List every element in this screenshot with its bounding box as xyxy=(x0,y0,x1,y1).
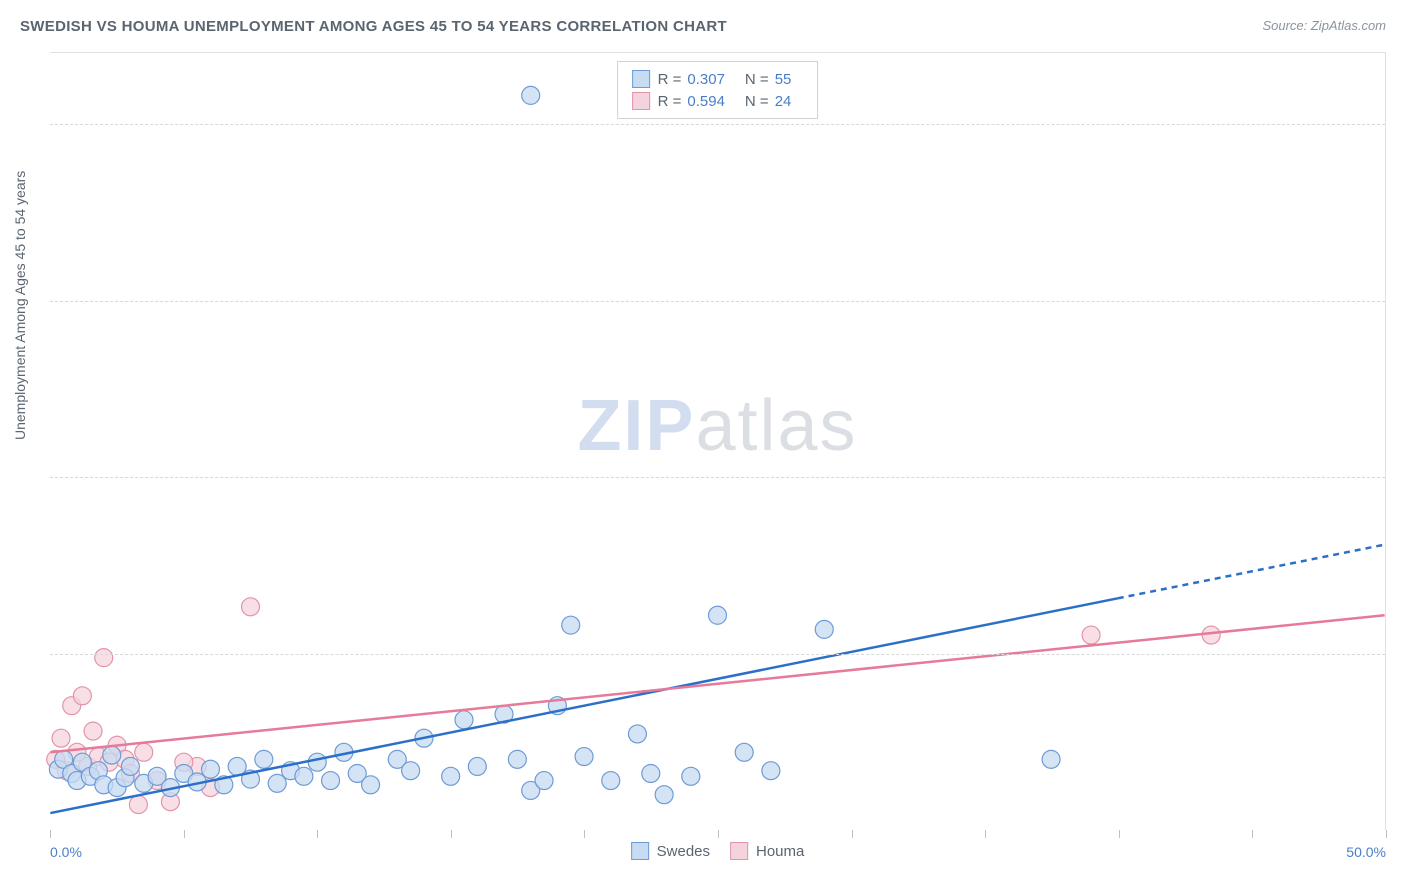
data-point xyxy=(201,760,219,778)
trend-line xyxy=(50,615,1384,752)
y-tick-label: 25.0% xyxy=(1390,469,1406,485)
correlation-legend: R = 0.307 N = 55 R = 0.594 N = 24 xyxy=(617,61,819,119)
data-point xyxy=(508,750,526,768)
data-point xyxy=(709,606,727,624)
data-point xyxy=(442,767,460,785)
gridline xyxy=(50,124,1385,125)
x-tick xyxy=(451,830,452,838)
swedes-n-value: 55 xyxy=(775,71,792,88)
data-point xyxy=(103,746,121,764)
data-point xyxy=(95,649,113,667)
chart-svg xyxy=(50,53,1385,830)
swedes-swatch-icon xyxy=(631,842,649,860)
data-point xyxy=(682,767,700,785)
data-point xyxy=(735,743,753,761)
data-point xyxy=(73,687,91,705)
data-point xyxy=(1082,626,1100,644)
data-point xyxy=(129,796,147,814)
y-tick-label: 37.5% xyxy=(1390,293,1406,309)
data-point xyxy=(655,786,673,804)
data-point xyxy=(762,762,780,780)
n-label: N = xyxy=(745,93,769,110)
swedes-r-value: 0.307 xyxy=(687,71,725,88)
x-tick xyxy=(1119,830,1120,838)
data-point xyxy=(295,767,313,785)
chart-title: SWEDISH VS HOUMA UNEMPLOYMENT AMONG AGES… xyxy=(20,18,727,35)
y-tick-label: 12.5% xyxy=(1390,646,1406,662)
data-point xyxy=(52,729,70,747)
data-point xyxy=(242,598,260,616)
source-attribution: Source: ZipAtlas.com xyxy=(1262,18,1386,33)
legend-item-swedes: Swedes xyxy=(631,842,710,860)
data-point xyxy=(628,725,646,743)
r-label: R = xyxy=(658,93,682,110)
data-point xyxy=(362,776,380,794)
data-point xyxy=(602,772,620,790)
trend-line-extrapolated xyxy=(1118,545,1385,599)
data-point xyxy=(468,757,486,775)
r-label: R = xyxy=(658,71,682,88)
n-label: N = xyxy=(745,71,769,88)
data-point xyxy=(1202,626,1220,644)
data-point xyxy=(642,765,660,783)
data-point xyxy=(322,772,340,790)
data-point xyxy=(522,86,540,104)
data-point xyxy=(535,772,553,790)
x-tick xyxy=(718,830,719,838)
x-tick xyxy=(584,830,585,838)
legend-label: Swedes xyxy=(657,843,710,860)
x-tick xyxy=(184,830,185,838)
x-tick xyxy=(852,830,853,838)
swedes-swatch-icon xyxy=(632,70,650,88)
data-point xyxy=(455,711,473,729)
x-tick xyxy=(985,830,986,838)
x-tick xyxy=(50,830,51,838)
legend-row-swedes: R = 0.307 N = 55 xyxy=(632,68,804,90)
x-tick xyxy=(1386,830,1387,838)
houma-swatch-icon xyxy=(730,842,748,860)
data-point xyxy=(308,753,326,771)
houma-n-value: 24 xyxy=(775,93,792,110)
data-point xyxy=(402,762,420,780)
houma-r-value: 0.594 xyxy=(687,93,725,110)
series-legend: Swedes Houma xyxy=(631,842,805,860)
data-point xyxy=(575,748,593,766)
data-point xyxy=(135,743,153,761)
x-tick xyxy=(317,830,318,838)
gridline xyxy=(50,654,1385,655)
trend-line xyxy=(50,598,1117,813)
legend-item-houma: Houma xyxy=(730,842,804,860)
x-tick-label: 0.0% xyxy=(50,844,82,860)
data-point xyxy=(121,757,139,775)
gridline xyxy=(50,301,1385,302)
x-tick-label: 50.0% xyxy=(1346,844,1386,860)
legend-row-houma: R = 0.594 N = 24 xyxy=(632,90,804,112)
data-point xyxy=(815,620,833,638)
houma-swatch-icon xyxy=(632,92,650,110)
y-axis-label: Unemployment Among Ages 45 to 54 years xyxy=(12,171,28,440)
plot-area: ZIPatlas R = 0.307 N = 55 R = 0.594 N = … xyxy=(50,52,1386,830)
data-point xyxy=(1042,750,1060,768)
gridline xyxy=(50,477,1385,478)
data-point xyxy=(562,616,580,634)
data-point xyxy=(84,722,102,740)
x-tick xyxy=(1252,830,1253,838)
data-point xyxy=(255,750,273,768)
y-tick-label: 50.0% xyxy=(1390,116,1406,132)
legend-label: Houma xyxy=(756,843,804,860)
